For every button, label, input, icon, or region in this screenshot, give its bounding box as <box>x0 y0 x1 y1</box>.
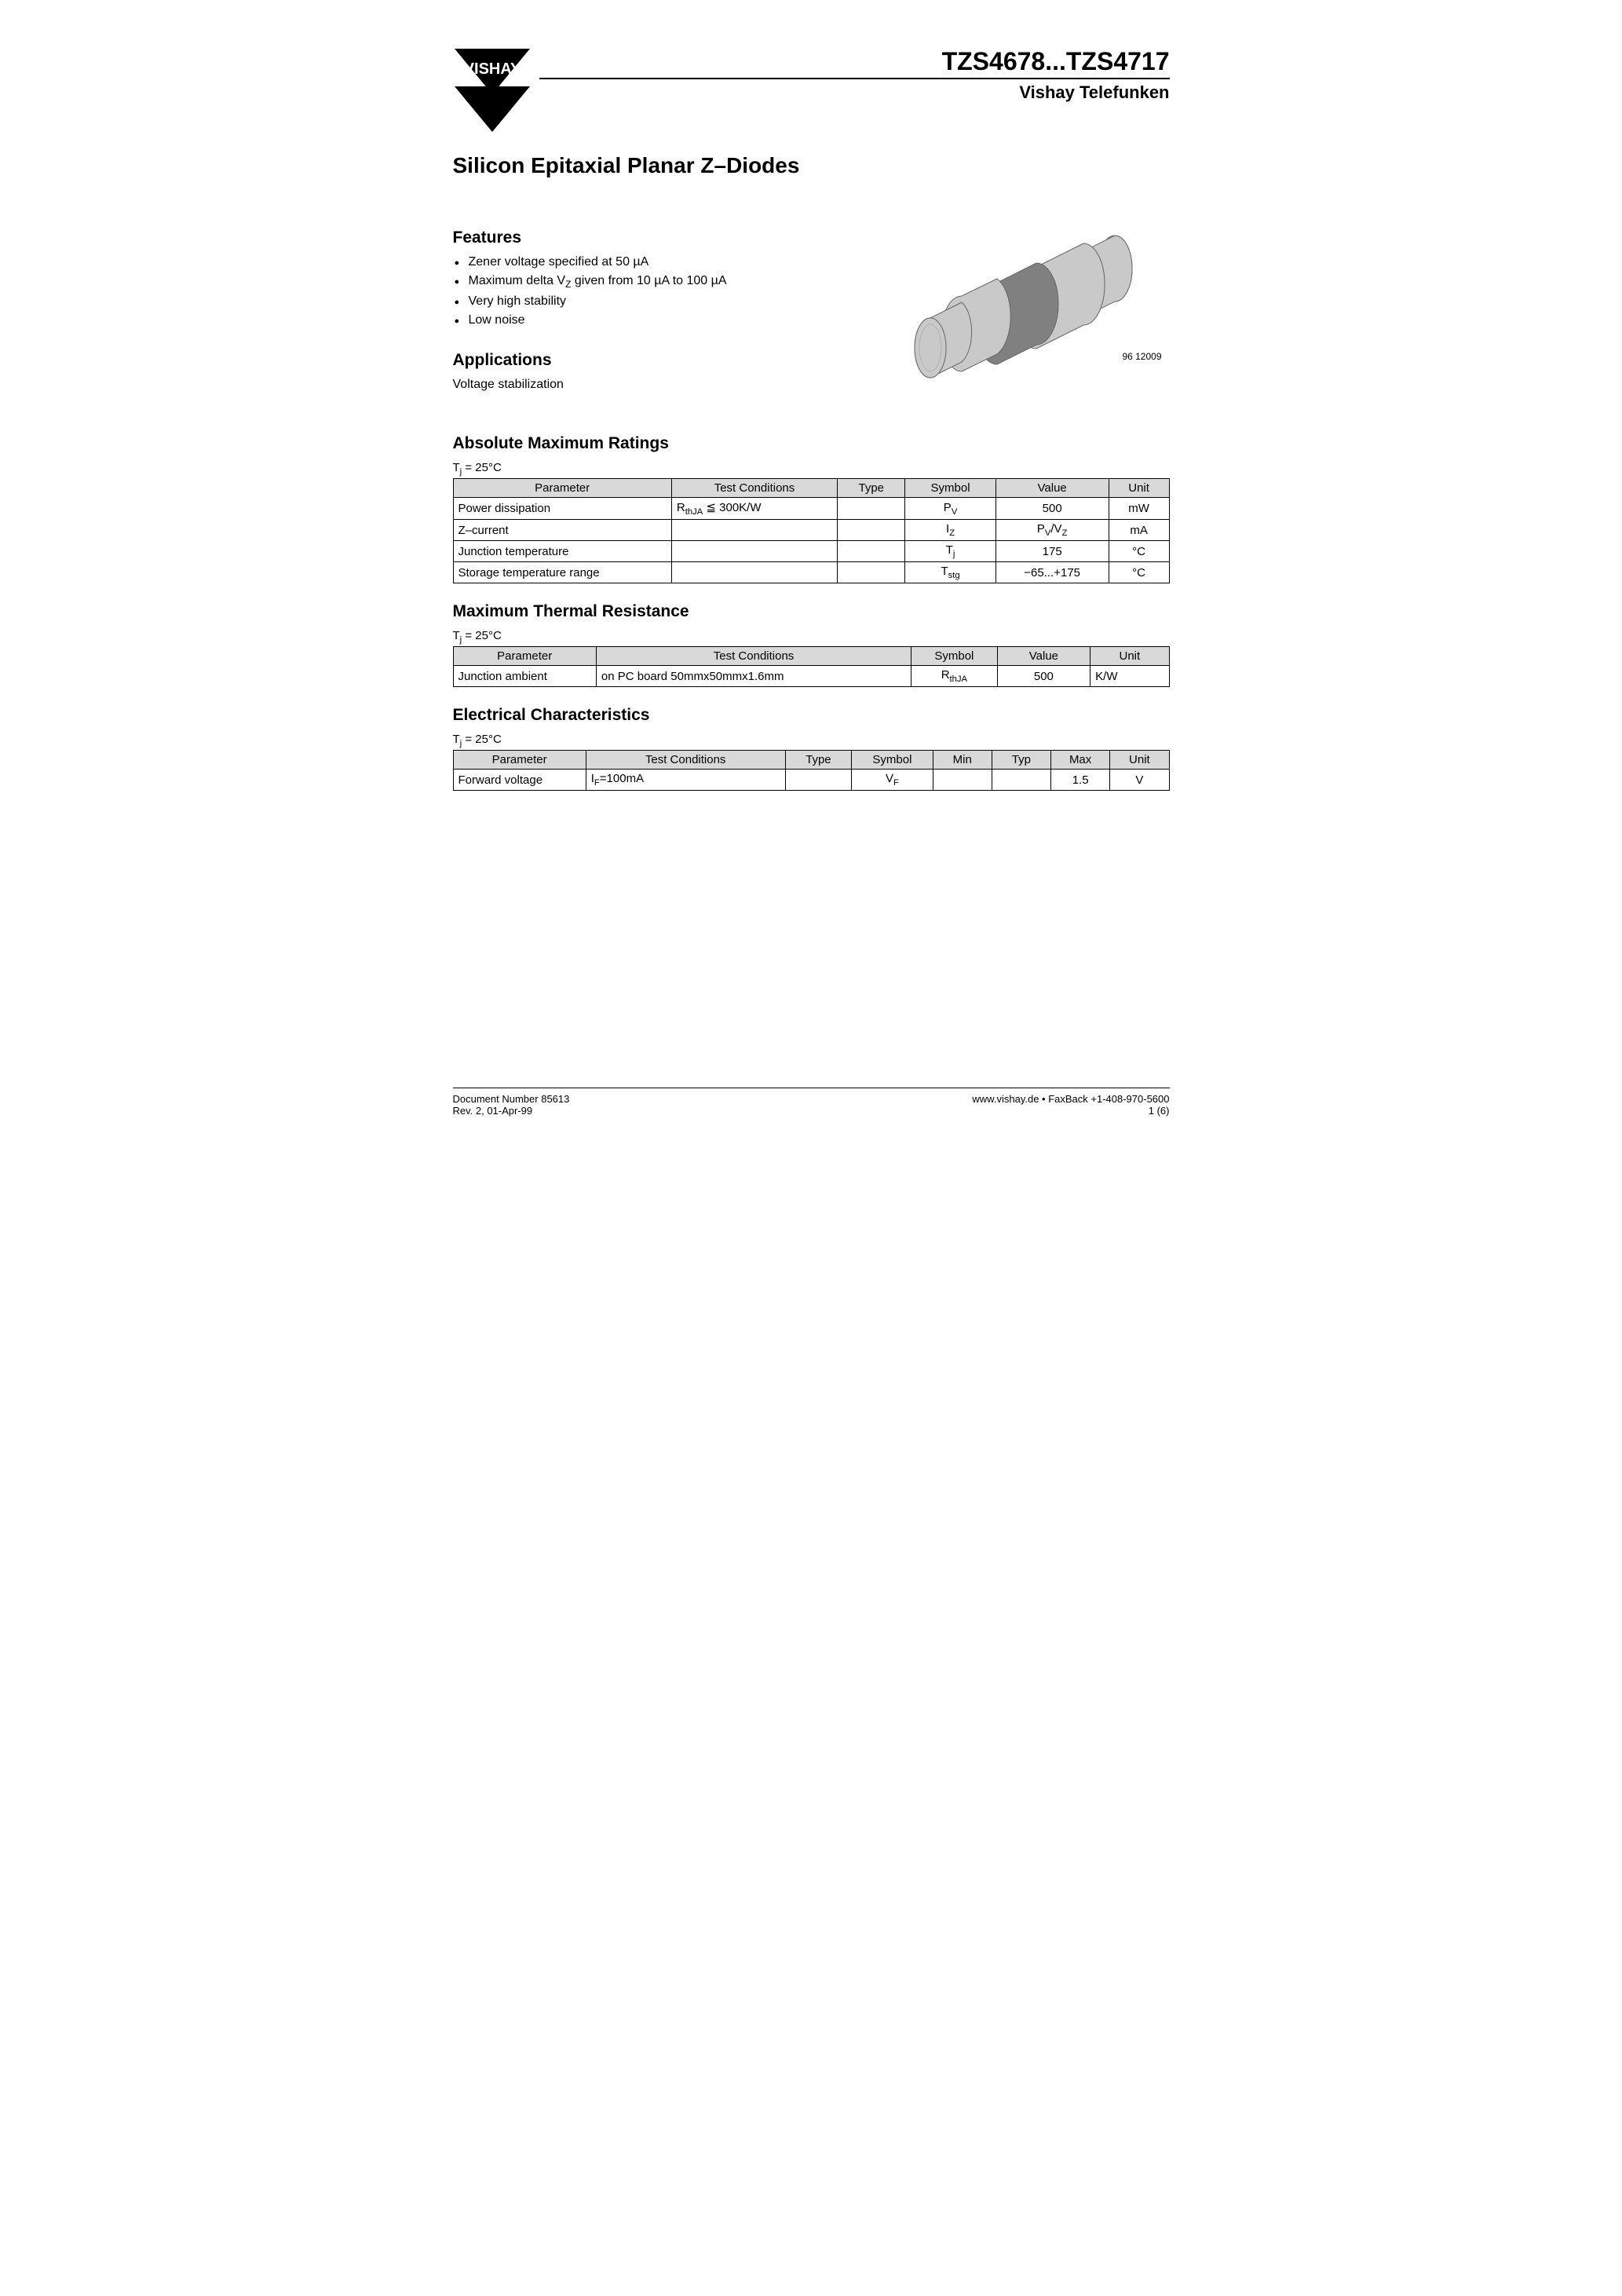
col-header: Parameter <box>453 479 671 498</box>
abs-max-condition: Tj = 25°C <box>453 461 1170 477</box>
col-header: Min <box>933 751 992 770</box>
col-header: Unit <box>1110 751 1169 770</box>
cell: IF=100mA <box>586 770 785 791</box>
abs-max-table: Parameter Test Conditions Type Symbol Va… <box>453 478 1170 583</box>
feature-item: Zener voltage specified at 50 µA <box>469 255 871 269</box>
page-number: 1 (6) <box>972 1105 1169 1117</box>
cell: RthJA ≦ 300K/W <box>671 498 837 520</box>
cell: on PC board 50mmx50mmx1.6mm <box>596 666 911 687</box>
cell: −65...+175 <box>995 562 1109 583</box>
cell: mW <box>1109 498 1169 520</box>
web-contact: www.vishay.de • FaxBack +1-408-970-5600 <box>972 1093 1169 1105</box>
applications-text: Voltage stabilization <box>453 378 871 392</box>
applications-heading: Applications <box>453 351 871 370</box>
col-header: Type <box>838 479 905 498</box>
thermal-table: Parameter Test Conditions Symbol Value U… <box>453 646 1170 687</box>
cell: PV <box>905 498 995 520</box>
abs-max-heading: Absolute Maximum Ratings <box>453 434 1170 453</box>
table-row: Z–current IZ PV/VZ mA <box>453 520 1169 541</box>
feature-text: Maximum delta VZ given from 10 µA to 100… <box>469 274 727 287</box>
footer-left: Document Number 85613 Rev. 2, 01-Apr-99 <box>453 1093 570 1117</box>
cell <box>933 770 992 791</box>
electrical-table: Parameter Test Conditions Type Symbol Mi… <box>453 750 1170 791</box>
logo-text: VISHAY <box>463 60 521 78</box>
cell <box>838 520 905 541</box>
col-header: Unit <box>1109 479 1169 498</box>
col-header: Value <box>997 647 1090 666</box>
cell: Power dissipation <box>453 498 671 520</box>
col-header: Max <box>1051 751 1110 770</box>
cell <box>838 562 905 583</box>
cell <box>838 541 905 562</box>
revision: Rev. 2, 01-Apr-99 <box>453 1105 570 1117</box>
col-header: Symbol <box>905 479 995 498</box>
logo-svg: VISHAY <box>453 47 532 133</box>
features-list: Zener voltage specified at 50 µA Maximum… <box>453 255 871 327</box>
col-header: Type <box>785 751 852 770</box>
brand-line: Vishay Telefunken <box>539 82 1170 103</box>
cell: Junction temperature <box>453 541 671 562</box>
electrical-heading: Electrical Characteristics <box>453 706 1170 725</box>
cell <box>671 520 837 541</box>
col-header: Test Conditions <box>586 751 785 770</box>
col-header: Value <box>995 479 1109 498</box>
cell: V <box>1110 770 1169 791</box>
cell: PV/VZ <box>995 520 1109 541</box>
cell: Z–current <box>453 520 671 541</box>
page-header: VISHAY TZS4678...TZS4717 Vishay Telefunk… <box>453 47 1170 137</box>
cell: °C <box>1109 562 1169 583</box>
col-header: Symbol <box>852 751 933 770</box>
cell: 1.5 <box>1051 770 1110 791</box>
electrical-condition: Tj = 25°C <box>453 733 1170 748</box>
col-header: Test Conditions <box>596 647 911 666</box>
cell: RthJA <box>911 666 997 687</box>
page-footer: Document Number 85613 Rev. 2, 01-Apr-99 … <box>453 1088 1170 1117</box>
cell: Tj <box>905 541 995 562</box>
cell <box>671 541 837 562</box>
col-header: Typ <box>992 751 1050 770</box>
table-row: Forward voltage IF=100mA VF 1.5 V <box>453 770 1169 791</box>
cell: IZ <box>905 520 995 541</box>
cell: Storage temperature range <box>453 562 671 583</box>
thermal-condition: Tj = 25°C <box>453 629 1170 645</box>
col-header: Parameter <box>453 751 586 770</box>
cell: Forward voltage <box>453 770 586 791</box>
cell <box>992 770 1050 791</box>
cell: mA <box>1109 520 1169 541</box>
part-number: TZS4678...TZS4717 <box>539 47 1170 79</box>
cell: VF <box>852 770 933 791</box>
col-header: Symbol <box>911 647 997 666</box>
cell <box>785 770 852 791</box>
page-title: Silicon Epitaxial Planar Z–Diodes <box>453 153 1170 178</box>
vishay-logo: VISHAY <box>453 47 532 137</box>
figure-label: 96 12009 <box>1122 351 1161 362</box>
col-header: Test Conditions <box>671 479 837 498</box>
col-header: Unit <box>1090 647 1169 666</box>
feature-item: Low noise <box>469 313 871 327</box>
table-row: Storage temperature range Tstg −65...+17… <box>453 562 1169 583</box>
cell: °C <box>1109 541 1169 562</box>
cell: 500 <box>997 666 1090 687</box>
cell: 500 <box>995 498 1109 520</box>
cell: Tstg <box>905 562 995 583</box>
doc-number: Document Number 85613 <box>453 1093 570 1105</box>
table-row: Power dissipation RthJA ≦ 300K/W PV 500 … <box>453 498 1169 520</box>
footer-right: www.vishay.de • FaxBack +1-408-970-5600 … <box>972 1093 1169 1117</box>
thermal-heading: Maximum Thermal Resistance <box>453 602 1170 621</box>
feature-item: Very high stability <box>469 294 871 309</box>
col-header: Parameter <box>453 647 596 666</box>
cell: 175 <box>995 541 1109 562</box>
table-row: Junction ambient on PC board 50mmx50mmx1… <box>453 666 1169 687</box>
cell <box>838 498 905 520</box>
table-row: Junction temperature Tj 175 °C <box>453 541 1169 562</box>
cell: K/W <box>1090 666 1169 687</box>
cell <box>671 562 837 583</box>
features-heading: Features <box>453 229 871 247</box>
cell: Junction ambient <box>453 666 596 687</box>
feature-item: Maximum delta VZ given from 10 µA to 100… <box>469 274 871 290</box>
